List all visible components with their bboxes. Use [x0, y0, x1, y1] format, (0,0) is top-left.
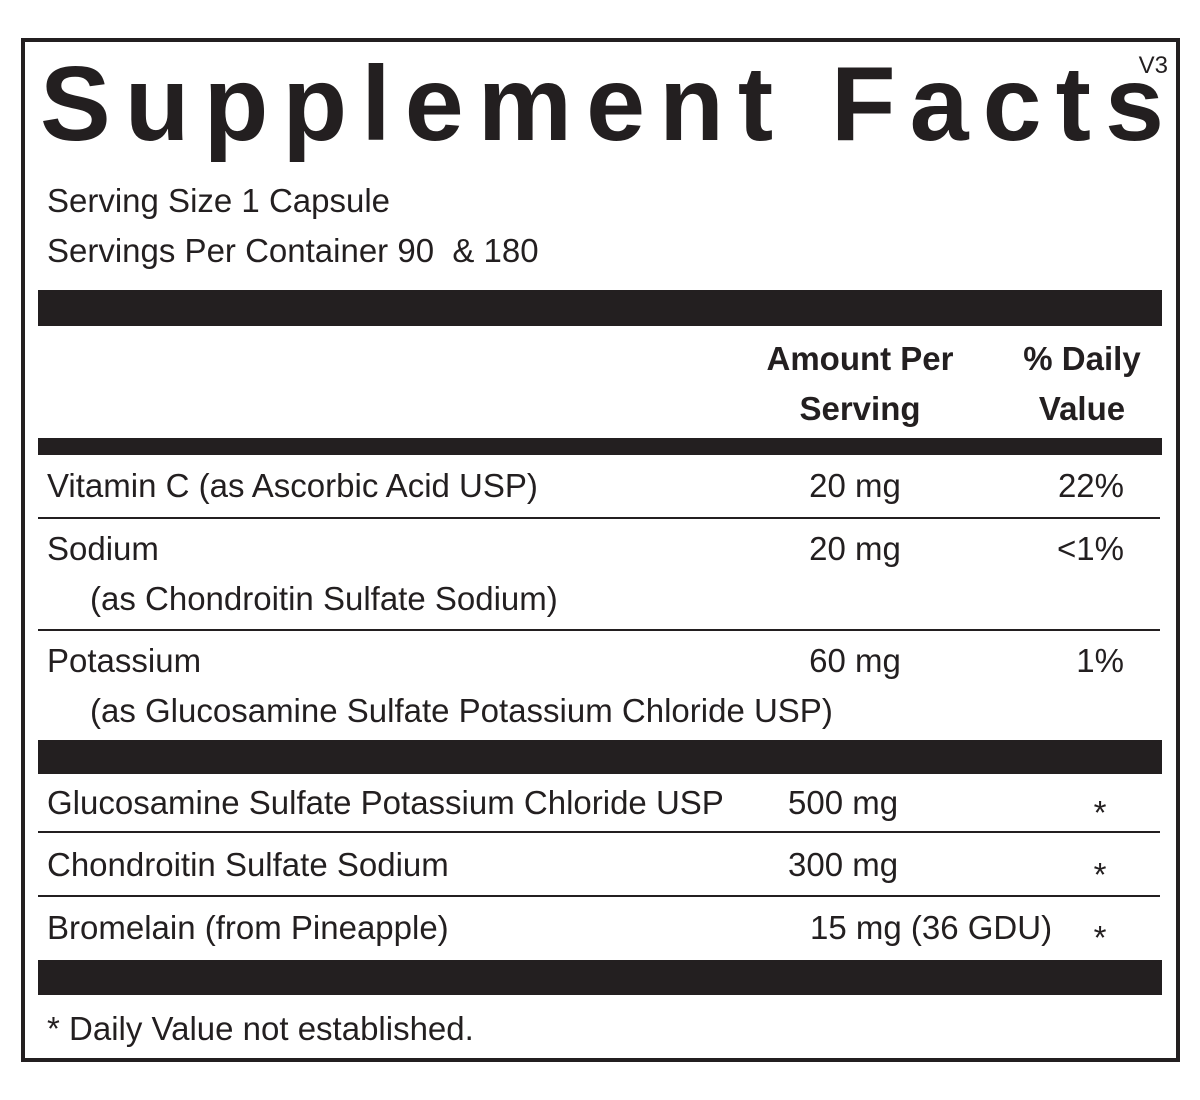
ingredient-name: Chondroitin Sulfate Sodium [47, 846, 449, 883]
nutrient-name: Vitamin C (as Ascorbic Acid USP) [47, 467, 538, 504]
daily-value: 1% [1076, 642, 1124, 679]
amount: 500 mg [788, 784, 898, 821]
nutrient-name: Potassium [47, 642, 201, 679]
servings-per-container: Servings Per Container 90 & 180 [47, 232, 539, 269]
amount: 60 mg [809, 642, 901, 679]
column-header: Amount Per [766, 340, 953, 377]
nutrient-source: (as Glucosamine Sulfate Potassium Chlori… [90, 692, 833, 729]
divider-bar [38, 960, 1162, 995]
column-header: Serving [799, 390, 920, 427]
amount: 15 mg (36 GDU) [810, 909, 1052, 946]
column-header: % Daily [1023, 340, 1141, 377]
daily-value: * [1094, 919, 1107, 956]
serving-size: Serving Size 1 Capsule [47, 182, 390, 219]
daily-value: * [1094, 856, 1107, 893]
amount: 20 mg [809, 467, 901, 504]
divider-bar [38, 438, 1162, 455]
amount: 20 mg [809, 530, 901, 567]
divider-bar [38, 740, 1162, 774]
version: V3 [1139, 52, 1168, 79]
title: Supplement Facts [40, 45, 1164, 163]
label-border [21, 38, 1180, 1062]
amount: 300 mg [788, 846, 898, 883]
daily-value: * [1094, 794, 1107, 831]
daily-value: <1% [1057, 530, 1124, 567]
daily-value: 22% [1058, 467, 1124, 504]
nutrient-name: Sodium [47, 530, 159, 567]
ingredient-name: Glucosamine Sulfate Potassium Chloride U… [47, 784, 724, 821]
footnote: * Daily Value not established. [47, 1010, 474, 1047]
ingredient-name: Bromelain (from Pineapple) [47, 909, 449, 946]
nutrient-source: (as Chondroitin Sulfate Sodium) [90, 580, 558, 617]
column-header: Value [1039, 390, 1125, 427]
divider-bar [38, 290, 1162, 326]
